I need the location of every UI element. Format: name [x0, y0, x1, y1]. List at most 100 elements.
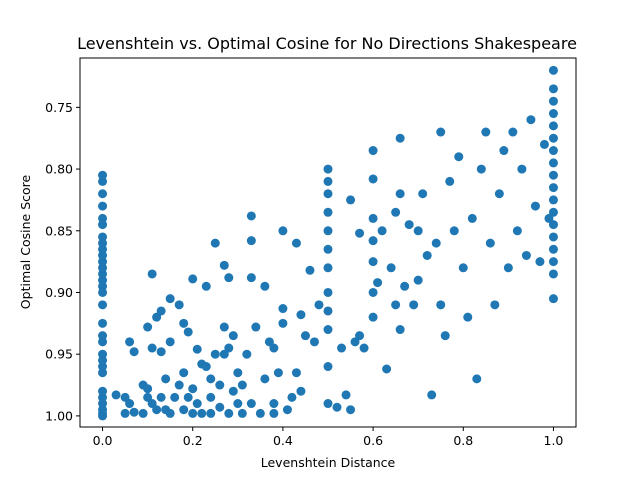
data-point — [255, 408, 265, 418]
data-point — [111, 390, 121, 400]
data-point — [296, 310, 306, 320]
data-point — [246, 399, 256, 409]
data-point — [246, 211, 256, 221]
data-point — [368, 236, 378, 246]
data-point — [269, 343, 279, 353]
y-tick-label: 0.75 — [45, 100, 73, 115]
data-point — [147, 399, 157, 409]
data-point — [494, 189, 504, 199]
data-point — [188, 408, 198, 418]
data-point — [233, 399, 243, 409]
data-point — [359, 343, 369, 353]
data-point — [228, 386, 238, 396]
data-point — [476, 164, 486, 174]
data-point — [368, 287, 378, 297]
data-point — [129, 407, 139, 417]
data-point — [548, 195, 558, 205]
data-point — [368, 213, 378, 223]
data-point — [440, 331, 450, 341]
data-point — [197, 408, 207, 418]
data-point — [377, 226, 387, 236]
data-point — [201, 281, 211, 291]
data-points — [98, 65, 558, 421]
x-tick-label: 0.6 — [363, 433, 383, 448]
data-point — [206, 374, 216, 384]
data-point — [125, 399, 135, 409]
data-point — [508, 127, 518, 137]
data-point — [548, 96, 558, 106]
data-point — [526, 115, 536, 125]
data-point — [278, 318, 288, 328]
data-point — [368, 312, 378, 322]
data-point — [548, 220, 558, 230]
data-point — [395, 133, 405, 143]
data-point — [305, 265, 315, 275]
data-point — [391, 207, 401, 217]
data-point — [98, 189, 108, 199]
data-point — [98, 355, 108, 365]
data-point — [291, 238, 301, 248]
data-point — [237, 408, 247, 418]
data-point — [179, 318, 189, 328]
data-point — [499, 146, 509, 156]
data-point — [323, 207, 333, 217]
data-point — [98, 257, 108, 267]
data-point — [201, 362, 211, 372]
data-point — [179, 368, 189, 378]
data-point — [152, 312, 162, 322]
data-point — [422, 250, 432, 260]
data-point — [192, 399, 202, 409]
data-point — [224, 273, 234, 283]
data-point — [237, 380, 247, 390]
data-point — [129, 347, 139, 357]
data-point — [98, 300, 108, 310]
data-point — [165, 408, 175, 418]
data-point — [143, 392, 153, 402]
data-point — [98, 399, 108, 409]
data-point — [287, 392, 297, 402]
data-point — [98, 170, 108, 180]
data-point — [219, 349, 229, 359]
data-point — [219, 260, 229, 270]
x-tick-label: 0.0 — [93, 433, 113, 448]
data-point — [98, 392, 108, 402]
data-point — [224, 343, 234, 353]
data-point — [156, 392, 166, 402]
data-point — [382, 364, 392, 374]
data-point — [156, 306, 166, 316]
data-point — [517, 164, 527, 174]
y-tick-label: 0.85 — [45, 223, 73, 238]
x-axis-ticks: 0.0 0.2 0.4 0.6 0.8 1.0 — [93, 427, 563, 448]
data-point — [512, 226, 522, 236]
data-point — [296, 386, 306, 396]
chart-title: Levenshtein vs. Optimal Cosine for No Di… — [77, 34, 577, 53]
x-tick-label: 0.4 — [273, 433, 293, 448]
data-point — [170, 392, 180, 402]
data-point — [548, 158, 558, 168]
data-point — [395, 325, 405, 335]
data-point — [219, 322, 229, 332]
data-point — [98, 362, 108, 372]
data-point — [548, 109, 558, 119]
x-axis-label: Levenshtein Distance — [261, 455, 396, 470]
data-point — [98, 176, 108, 186]
data-point — [436, 300, 446, 310]
data-point — [521, 250, 531, 260]
data-point — [98, 250, 108, 260]
data-point — [260, 374, 270, 384]
data-point — [467, 213, 477, 223]
data-point — [183, 327, 193, 337]
data-point — [224, 408, 234, 418]
data-point — [264, 337, 274, 347]
data-point — [323, 306, 333, 316]
data-point — [458, 263, 468, 273]
data-point — [273, 368, 283, 378]
data-point — [98, 287, 108, 297]
data-point — [323, 176, 333, 186]
data-point — [143, 322, 153, 332]
data-point — [481, 127, 491, 137]
data-point — [309, 337, 319, 347]
data-point — [548, 244, 558, 254]
data-point — [323, 189, 333, 199]
